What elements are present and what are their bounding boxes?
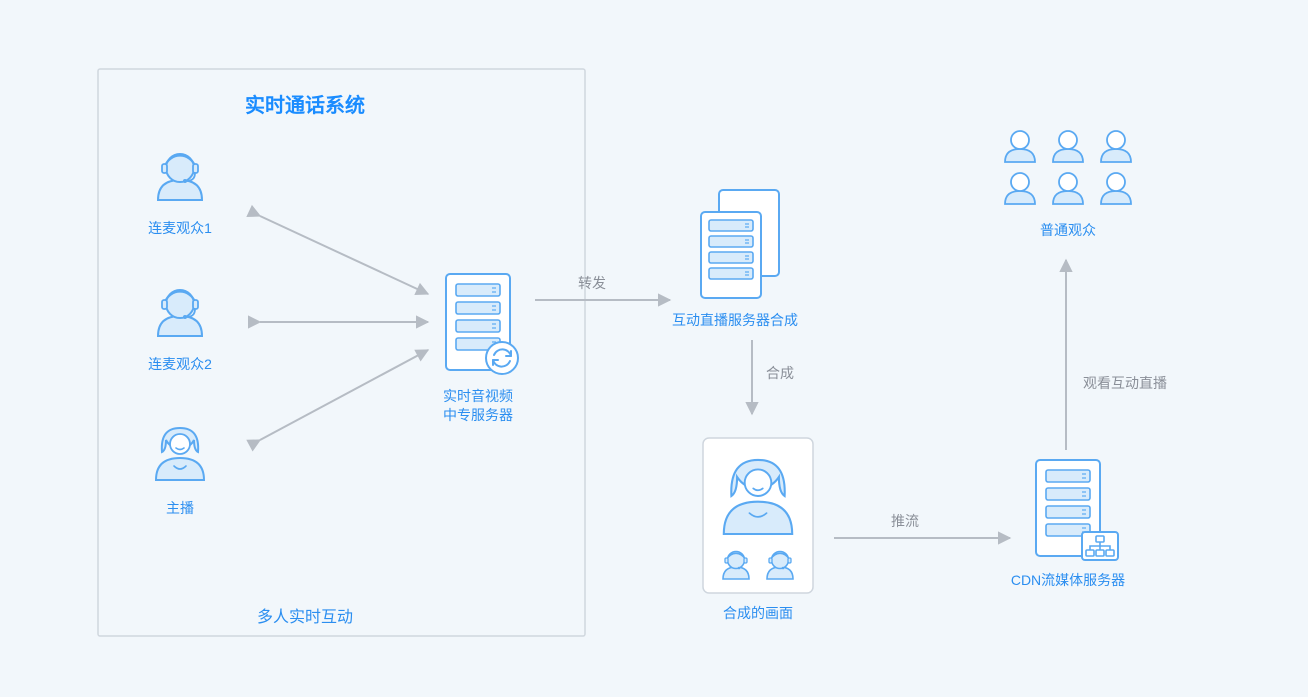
node-live-server: [701, 190, 779, 298]
viewer-icon-3: [1005, 173, 1035, 204]
node-host: [156, 428, 204, 480]
viewer-icon-4: [1053, 173, 1083, 204]
node-cdn-server: [1036, 460, 1118, 560]
node-audience1: [158, 154, 202, 200]
edge-host-rtc_server: [260, 350, 428, 440]
edge-audience1-rtc_server: [260, 216, 428, 294]
viewer-icon-1: [1053, 131, 1083, 162]
viewer-icon-0: [1005, 131, 1035, 162]
viewer-icon-5: [1101, 173, 1131, 204]
node-rtc-server: [446, 274, 518, 374]
viewer-icon-2: [1101, 131, 1131, 162]
node-audience2: [158, 290, 202, 336]
